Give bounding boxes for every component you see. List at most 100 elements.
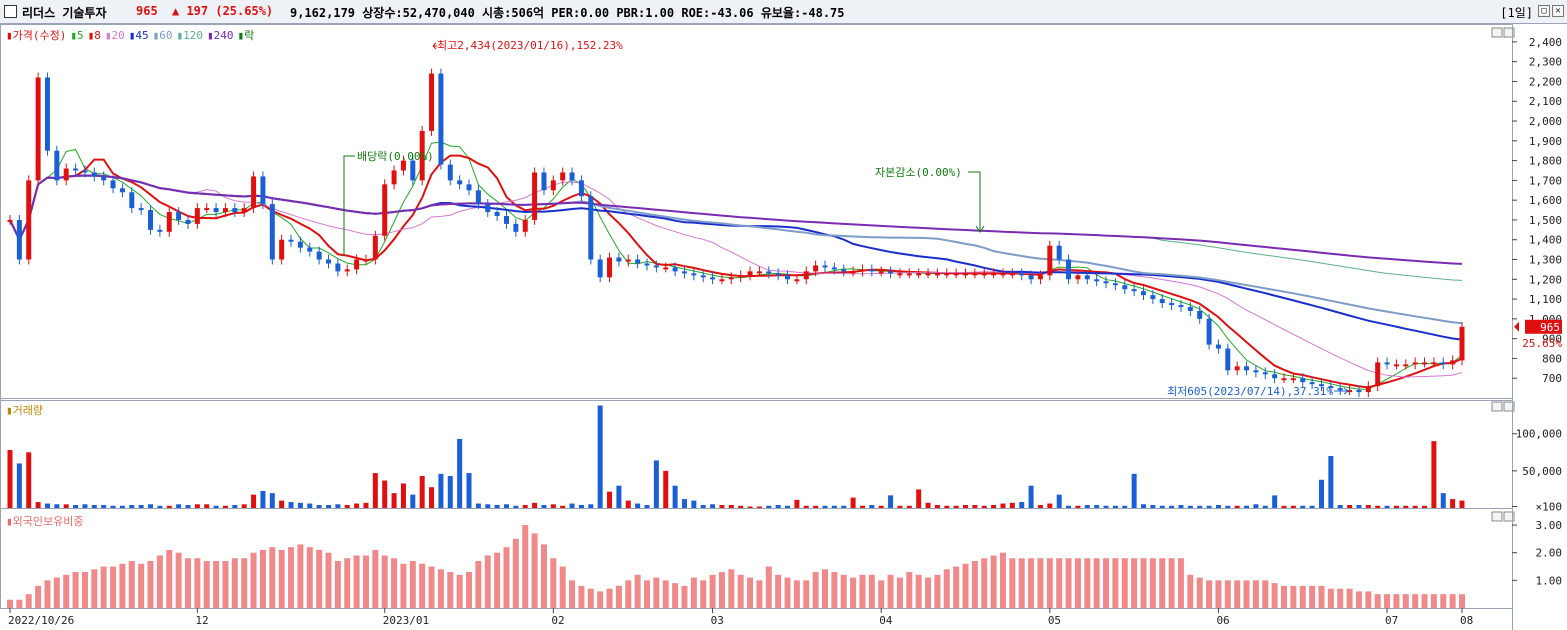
volume-bar <box>1375 505 1381 508</box>
foreign-bar <box>747 577 754 608</box>
volume-axis-label: 100,000 <box>1516 428 1562 441</box>
foreign-bar <box>1065 558 1072 608</box>
candle-body <box>44 77 50 151</box>
capital-marker <box>968 171 985 233</box>
volume-bar <box>541 505 547 508</box>
period-selector[interactable]: [1일] <box>1500 6 1533 20</box>
candle-body <box>1131 289 1137 292</box>
candle-body <box>925 273 931 276</box>
candle-body <box>794 279 800 282</box>
foreign-bar <box>147 561 154 608</box>
close-icon[interactable]: ✕ <box>1552 5 1564 17</box>
ma-line-45 <box>9 174 1463 341</box>
foreign-bar <box>1103 558 1110 608</box>
foreign-bar <box>1224 580 1231 608</box>
foreign-bar <box>540 544 547 608</box>
current-price: 965 <box>136 4 158 18</box>
candle-body <box>1356 390 1362 393</box>
select-checkbox[interactable] <box>4 5 17 18</box>
date-axis-label: 03 <box>711 614 724 627</box>
legend-item-2: ▮8 <box>87 29 101 42</box>
foreign-bar <box>1093 558 1100 608</box>
candle-body <box>7 219 13 222</box>
candle-body <box>625 259 631 262</box>
candle-body <box>382 184 388 236</box>
candle-body <box>494 212 500 216</box>
candle-body <box>1084 275 1090 280</box>
candle-body <box>429 73 435 131</box>
foreign-bar <box>756 580 763 608</box>
stock-chart[interactable]: 2,400 2,300 2,200 2,100 2,000 1,900 1,800 1,700… <box>0 24 1567 630</box>
volume-bar <box>438 473 444 508</box>
candle-body <box>1272 374 1278 379</box>
volume-bar <box>1412 505 1418 508</box>
foreign-bar <box>316 549 323 608</box>
foreign-bar <box>868 574 875 608</box>
foreign-bar <box>840 574 847 608</box>
candle-body <box>953 273 959 276</box>
candle-body <box>204 208 210 211</box>
volume-bar <box>963 505 969 508</box>
foreign-bar <box>1234 580 1241 608</box>
foreign-bar <box>156 555 163 608</box>
candle-body <box>101 176 107 181</box>
legend-item-0: ▮가격(수정) <box>6 29 67 42</box>
foreign-bar <box>35 585 42 608</box>
volume-bar <box>728 505 734 508</box>
candle-body <box>607 257 613 278</box>
volume-bar <box>410 494 416 508</box>
foreign-bar <box>1168 558 1175 608</box>
candle-body <box>888 271 894 274</box>
volume-bar <box>1309 505 1315 508</box>
volume-bar <box>616 485 622 508</box>
date-axis-label: 2023/01 <box>383 614 429 627</box>
foreign-bar <box>681 585 688 608</box>
foreign-bar <box>606 588 613 608</box>
candle-body <box>82 170 88 173</box>
price-axis-label: 700 <box>1542 372 1562 385</box>
volume-bar <box>1187 505 1193 508</box>
foreign-bar <box>344 558 351 608</box>
foreign-bar <box>7 599 13 608</box>
candle-body <box>260 176 266 205</box>
candle-body <box>1206 318 1212 345</box>
volume-bar <box>550 504 556 508</box>
candle-body <box>1440 362 1446 365</box>
foreign-bar <box>981 558 988 608</box>
candle-body <box>1140 291 1146 296</box>
candle-body <box>119 188 125 193</box>
foreign-bar <box>990 555 997 608</box>
current-price-tag <box>1525 319 1562 334</box>
minimize-icon[interactable]: ▢ <box>1538 5 1550 17</box>
volume-bar <box>719 505 725 508</box>
volume-bar <box>176 504 182 508</box>
candle-body <box>1103 281 1109 284</box>
volume-bar <box>307 503 313 508</box>
volume-bar <box>1272 495 1278 508</box>
candle-body <box>400 160 406 171</box>
volume-bar <box>588 504 594 508</box>
foreign-bar <box>175 552 182 608</box>
foreign-bar <box>737 574 744 608</box>
volume-bar <box>1347 505 1353 508</box>
foreign-bar <box>672 583 679 608</box>
price-marker-icon <box>1514 321 1519 332</box>
foreign-bar <box>138 563 145 608</box>
volume-bar <box>16 463 22 508</box>
candle-body <box>1047 245 1053 276</box>
volume-bar <box>335 504 341 508</box>
volume-bar <box>906 505 912 508</box>
price-legend: ▮가격(수정) ▮5 ▮8 ▮20 ▮45 ▮60 ▮120 ▮240 ▮락 <box>6 27 258 43</box>
volume-bar <box>1431 441 1437 508</box>
candle-body <box>991 273 997 276</box>
foreign-bar <box>587 588 594 608</box>
foreign-bar <box>437 569 444 608</box>
foreign-bar <box>288 547 295 608</box>
foreign-bar <box>569 580 576 608</box>
panel-minimize-icon <box>1491 511 1503 522</box>
foreign-bar <box>1421 594 1428 608</box>
volume-bar <box>625 500 631 508</box>
stock-stats: 9,162,179 상장수:52,470,040 시총:506억 PER:0.0… <box>290 6 845 20</box>
volume-bar <box>1300 505 1306 508</box>
foreign-bar <box>119 563 126 608</box>
